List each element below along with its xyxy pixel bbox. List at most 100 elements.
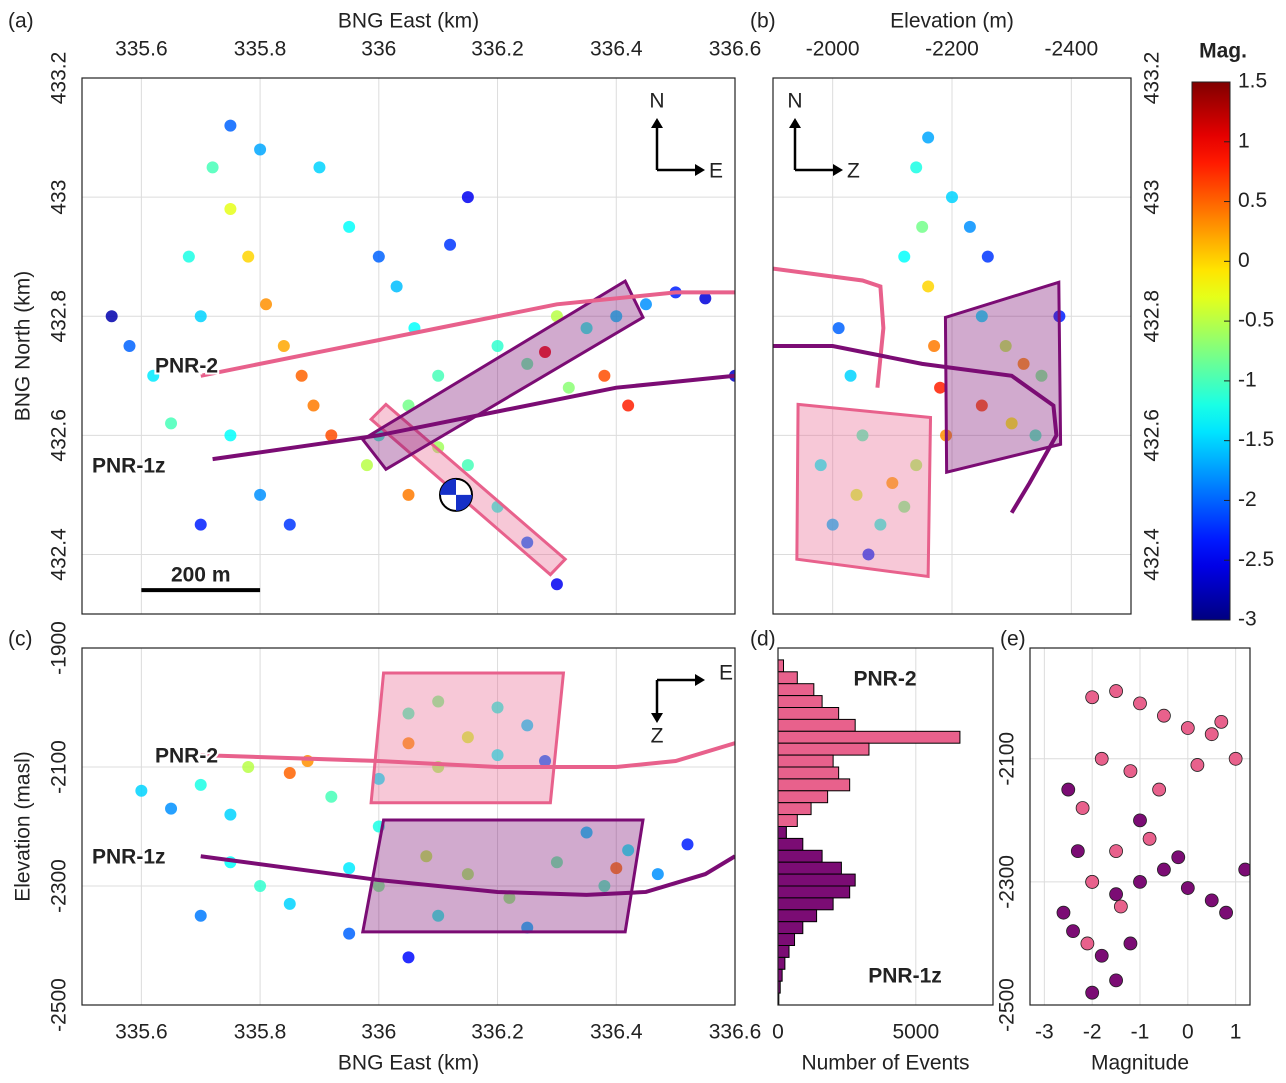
event (432, 909, 445, 922)
event (1204, 893, 1219, 908)
colorbar-tick-label: -0.5 (1238, 309, 1274, 332)
y-tick-label: 432.4 (1141, 528, 1164, 581)
event (862, 548, 875, 561)
event (922, 131, 935, 144)
axes-frame (1029, 647, 1251, 1006)
event (1085, 874, 1100, 889)
y-tick-label: -2300 (48, 859, 71, 913)
event (1123, 764, 1138, 779)
event (1157, 708, 1171, 723)
axes-frame (81, 77, 736, 615)
event (916, 220, 929, 233)
event (550, 856, 563, 869)
panel-label: (b) (750, 10, 776, 33)
event (360, 459, 373, 472)
histogram-bar (778, 873, 856, 887)
event (1085, 690, 1100, 705)
event (343, 220, 356, 233)
panel-label: (a) (8, 10, 34, 33)
event (402, 737, 415, 750)
event (963, 220, 976, 233)
y-tick-label: 432.8 (48, 290, 71, 343)
event (1113, 899, 1128, 914)
well-trajectory (200, 290, 735, 378)
histogram-bar (778, 695, 823, 708)
event (844, 369, 857, 382)
compass-arrowhead (695, 164, 705, 176)
event (372, 880, 385, 892)
colorbar-tick-label: -1.5 (1238, 428, 1274, 451)
event (1005, 417, 1018, 430)
x-tick-label: 336.2 (471, 1021, 524, 1044)
event (461, 731, 474, 744)
event (539, 755, 552, 768)
plot-content (135, 671, 735, 964)
well-label: PNR-1z (92, 455, 166, 478)
event (928, 340, 941, 352)
axes-frame (81, 647, 736, 1006)
event (206, 161, 219, 174)
event (975, 399, 988, 412)
x-tick-label: 336.2 (471, 38, 524, 61)
histogram-bar (778, 778, 851, 792)
event (313, 161, 326, 174)
event (194, 518, 207, 531)
event (277, 340, 290, 352)
event (699, 292, 712, 305)
x-axis-label: Magnitude (1091, 1052, 1189, 1075)
event (521, 719, 534, 732)
plot-content (1056, 684, 1250, 1000)
event (1070, 844, 1085, 859)
plot-content (773, 131, 1066, 579)
event (910, 161, 923, 174)
event (981, 250, 994, 263)
event (1190, 758, 1205, 772)
event (491, 701, 504, 714)
plot-content (105, 119, 735, 593)
event (651, 868, 664, 881)
y-tick-label: -2500 (48, 978, 71, 1032)
plot-area (82, 78, 735, 614)
event (856, 429, 869, 442)
axes-frame (772, 77, 1132, 615)
x-tick-label: 336.4 (590, 1021, 643, 1044)
x-tick-label: -2000 (806, 38, 860, 61)
x-tick-label: 336 (361, 1021, 396, 1044)
event (910, 459, 923, 472)
fault-plane (360, 278, 645, 472)
x-tick-label: 336 (361, 38, 396, 61)
event (182, 250, 195, 263)
event (681, 838, 694, 851)
event (622, 399, 635, 412)
histogram-bar (778, 897, 834, 911)
event (1152, 782, 1167, 797)
compass-label: Z (847, 160, 860, 183)
event (503, 891, 516, 904)
x-tick-label: 0 (772, 1021, 784, 1044)
event (283, 766, 296, 779)
x-axis-label: BNG East (km) (338, 10, 479, 33)
event (1133, 696, 1147, 711)
event (372, 772, 385, 785)
histogram-bar (778, 968, 783, 982)
x-tick-label: -3 (1035, 1021, 1054, 1044)
colorbar-tick-label: 0 (1238, 249, 1250, 272)
event (343, 927, 356, 940)
compass-arrowhead (651, 713, 663, 723)
x-tick-label: 335.8 (234, 38, 287, 61)
event (1066, 924, 1080, 939)
event (1204, 727, 1219, 742)
event (224, 119, 237, 132)
event (165, 802, 178, 815)
event (886, 476, 899, 489)
colorbar (1191, 81, 1231, 621)
x-tick-label: 5000 (892, 1021, 939, 1044)
panel: -3 -2 -1 0 1 -2100 -2300 -2500 (e) Magnitude (996, 628, 1251, 1075)
event (1109, 973, 1123, 988)
event (1035, 369, 1048, 382)
event (1085, 985, 1100, 1000)
event (1029, 429, 1042, 442)
x-axis-label: BNG East (km) (338, 1052, 479, 1075)
event (1094, 751, 1109, 766)
